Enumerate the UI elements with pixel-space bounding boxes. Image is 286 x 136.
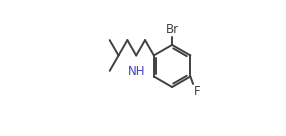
Text: F: F [194,85,200,98]
Text: Br: Br [166,23,179,36]
Text: NH: NH [128,65,145,78]
